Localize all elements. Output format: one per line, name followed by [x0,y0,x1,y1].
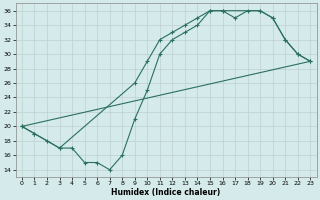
X-axis label: Humidex (Indice chaleur): Humidex (Indice chaleur) [111,188,221,197]
